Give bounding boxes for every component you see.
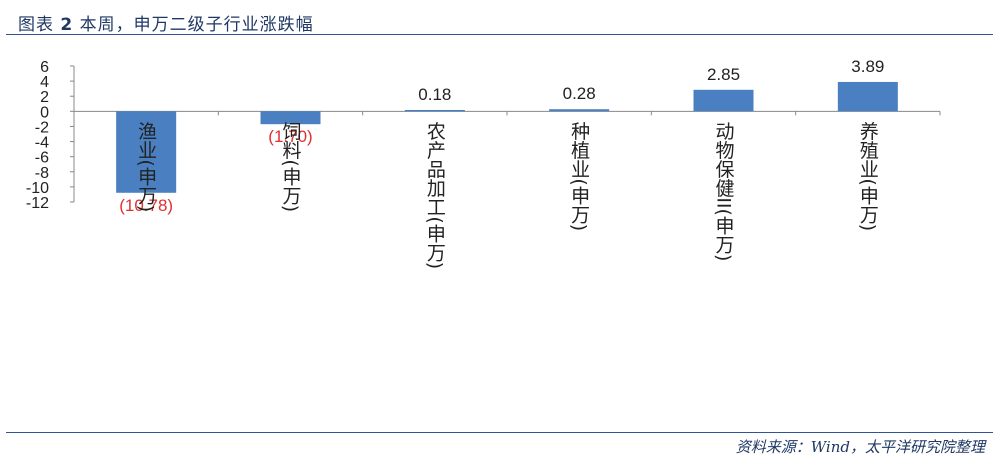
- y-tick-label: 2: [40, 89, 49, 106]
- title-prefix: 图表: [18, 15, 54, 35]
- category-label: 渔业(申万): [135, 121, 157, 212]
- chart-title: 图表 2 本周，申万二级子行业涨跌幅: [18, 10, 314, 35]
- y-tick-label: -8: [35, 165, 49, 182]
- y-tick-label: 0: [40, 104, 49, 121]
- category-label: 养殖业(申万): [857, 121, 879, 231]
- y-tick-label: -2: [35, 119, 49, 136]
- category-label: 种植业(申万): [568, 121, 590, 231]
- data-label: (1.70): [268, 127, 312, 146]
- data-label: 3.89: [851, 57, 884, 76]
- category-label: 饲料(申万): [280, 121, 302, 212]
- data-label: 0.28: [563, 84, 596, 103]
- y-tick-label: 4: [40, 74, 49, 91]
- y-tick-label: -12: [26, 195, 49, 212]
- y-tick-label: 6: [40, 59, 49, 76]
- bar-1: [116, 111, 177, 193]
- data-labels: (10.78) (1.70) 0.18 0.28 2.85 3.89: [119, 57, 884, 215]
- y-tick-label: -6: [35, 150, 49, 167]
- data-label: (10.78): [119, 196, 173, 215]
- data-label: 2.85: [707, 65, 740, 84]
- bar-4: [549, 109, 610, 112]
- y-tick-label: -10: [26, 180, 49, 197]
- category-label: 农产品加工(申万): [424, 121, 446, 269]
- bars: [116, 81, 898, 193]
- footer-divider: [6, 432, 993, 433]
- y-tick-label: -4: [35, 135, 49, 152]
- category-label: 动物保健II(申万): [713, 121, 735, 261]
- title-bar: 图表 2 本周，申万二级子行业涨跌幅: [6, 4, 993, 35]
- bar-2: [260, 111, 321, 125]
- data-label: 0.18: [418, 85, 451, 104]
- source-note: 资料来源：Wind，太平洋研究院整理: [735, 438, 985, 456]
- title-text: 本周，申万二级子行业涨跌幅: [79, 15, 314, 35]
- bar-3: [404, 109, 465, 112]
- category-labels: 渔业(申万) 饲料(申万) 农产品加工(申万) 种植业(申万) 动物保健II(申万) 养殖…: [135, 121, 879, 269]
- bar-6: [837, 81, 898, 112]
- bar-5: [693, 89, 754, 112]
- title-number: 2: [60, 15, 74, 35]
